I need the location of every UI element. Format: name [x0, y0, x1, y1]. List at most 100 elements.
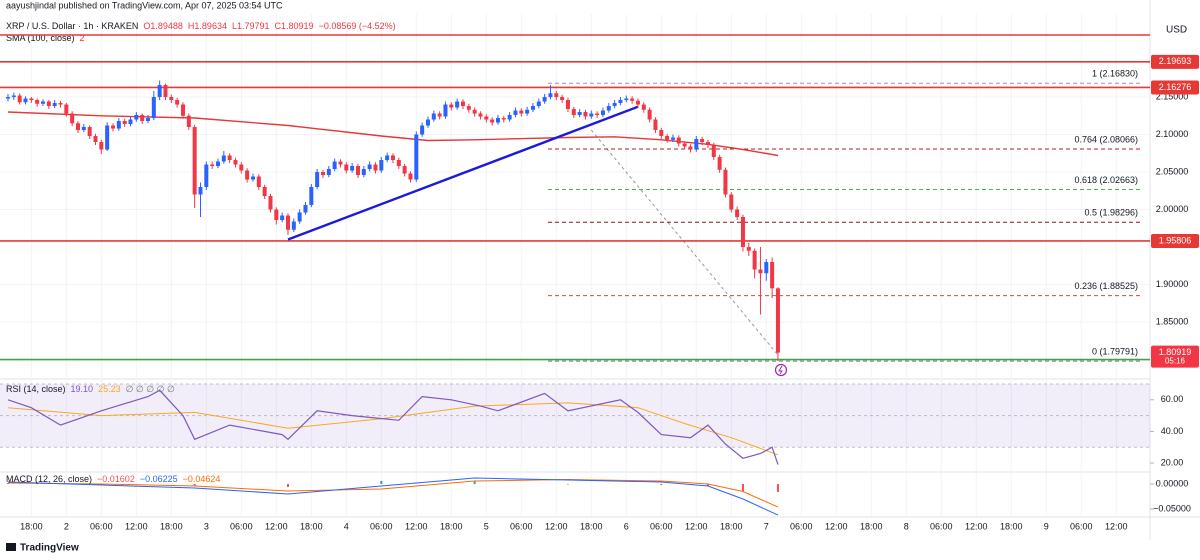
y-tick-label: 2.10000	[1156, 129, 1189, 139]
event-icon[interactable]	[774, 363, 788, 377]
rsi-ma-line	[7, 402, 779, 456]
x-tick-label: 12:00	[965, 521, 988, 531]
macd-histogram	[193, 484, 196, 486]
macd-histogram	[706, 484, 709, 486]
candle-body	[367, 164, 372, 170]
x-tick-label: 18:00	[20, 521, 43, 531]
candle-body	[571, 109, 576, 116]
candle-body	[326, 169, 331, 176]
rsi-value: 19.10	[71, 384, 94, 394]
candle-body	[210, 164, 215, 167]
symbol: XRP / U.S. Dollar · 1h · KRAKEN	[6, 21, 138, 31]
candle-body	[525, 109, 530, 114]
candle-body	[262, 187, 267, 197]
macd-histogram	[380, 481, 383, 484]
candle-body	[519, 110, 524, 114]
price-tag	[1151, 80, 1199, 95]
candle-body	[373, 164, 378, 171]
candle-body	[245, 170, 250, 180]
sma-value: 2	[80, 33, 85, 43]
candle-body	[682, 143, 687, 147]
candle-body	[653, 119, 658, 131]
candle-body	[565, 100, 570, 110]
candle-body	[303, 205, 308, 213]
macd-histogram	[776, 484, 779, 493]
candle-body	[64, 104, 69, 114]
macd-tick-label: 0.00000	[1156, 478, 1189, 488]
x-tick-label: 18:00	[860, 521, 883, 531]
candle-body	[291, 221, 296, 230]
candle-body	[274, 209, 279, 221]
candle-body	[379, 160, 384, 171]
ohlc-value: H1.89634	[188, 21, 227, 31]
candle-body	[169, 97, 174, 101]
x-tick-label: 9	[1044, 521, 1049, 531]
candle-body	[140, 115, 145, 122]
last-price-label: 1.80919	[1159, 347, 1192, 357]
candle-body	[420, 125, 425, 135]
candle-body	[309, 187, 314, 206]
candle-body	[694, 139, 699, 150]
candle-body	[250, 176, 255, 180]
candle-body	[186, 115, 191, 128]
candle-body	[35, 100, 40, 104]
x-tick-label: 18:00	[440, 521, 463, 531]
ohlc-value: L1.79791	[232, 21, 270, 31]
x-tick-label: 18:00	[300, 521, 323, 531]
macd-histogram	[473, 481, 476, 484]
x-tick-label: 18:00	[720, 521, 743, 531]
candle-body	[157, 85, 162, 98]
candle-body	[600, 110, 605, 116]
macd-histogram	[286, 484, 289, 487]
y-tick-label: 1.90000	[1156, 279, 1189, 289]
candle-body	[344, 164, 349, 171]
candle-body	[635, 100, 640, 105]
candle-body	[612, 103, 617, 107]
fib-label: 0.764 (2.08066)	[1074, 134, 1138, 144]
y-tick-label: 2.05000	[1156, 166, 1189, 176]
candle-body	[705, 142, 710, 146]
x-tick-label: 18:00	[580, 521, 603, 531]
candle-body	[332, 161, 337, 170]
candle-body	[688, 146, 693, 150]
ohlc-value: O1.89488	[143, 21, 183, 31]
macd-line	[7, 477, 779, 516]
candle-body	[58, 103, 63, 105]
candle-body	[315, 172, 320, 188]
x-tick-label: 06:00	[90, 521, 113, 531]
header: aayushjindal published on TradingView.co…	[6, 0, 283, 10]
candle-body	[46, 101, 51, 107]
candle-body	[297, 212, 302, 222]
candle-body	[735, 209, 740, 218]
candle-body	[764, 262, 769, 274]
y-tick-label: 2.15000	[1156, 91, 1189, 101]
candle-body	[70, 113, 75, 124]
price-tag-label: 2.19693	[1159, 56, 1192, 66]
price-tag-label: 2.16276	[1159, 82, 1192, 92]
y-tick-label: 2.00000	[1156, 204, 1189, 214]
candle-body	[256, 176, 261, 188]
candle-body	[490, 119, 495, 123]
macd-tick-label: −0.05000	[1153, 503, 1191, 513]
ohlc-value: C1.80919	[275, 21, 314, 31]
macd-legend: MACD (12, 26, close) −0.01602 −0.06225 −0.0…	[6, 474, 220, 484]
x-tick-label: 12:00	[545, 521, 568, 531]
candle-body	[729, 194, 734, 210]
candle-body	[770, 262, 775, 289]
candle-body	[29, 98, 34, 101]
macd-histogram	[566, 484, 569, 485]
candle-body	[116, 121, 121, 129]
candle-body	[239, 164, 244, 171]
candle-body	[6, 97, 10, 99]
fib-label: 0.236 (1.88525)	[1074, 281, 1138, 291]
candle-body	[280, 215, 285, 221]
price-tag-label: 1.95806	[1159, 235, 1192, 245]
x-tick-label: 12:00	[825, 521, 848, 531]
macd-value: −0.06225	[140, 474, 178, 484]
macd-name: MACD (12, 26, close)	[6, 474, 92, 484]
candle-body	[484, 116, 489, 120]
x-tick-label: 06:00	[1070, 521, 1093, 531]
candle-body	[75, 123, 80, 131]
